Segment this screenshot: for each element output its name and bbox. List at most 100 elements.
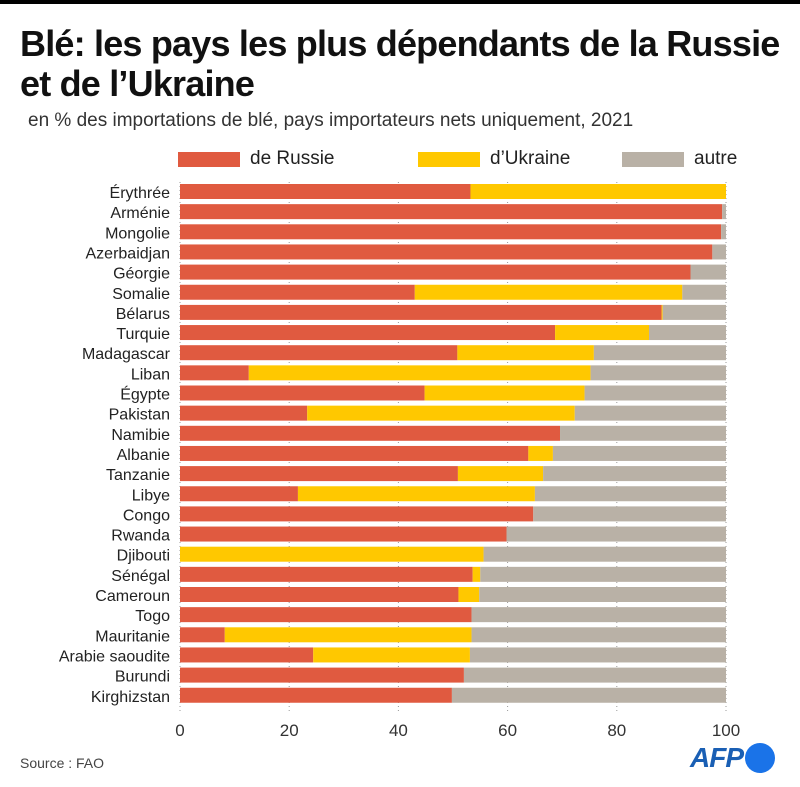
bar-segment-ukraine [313,647,470,663]
bar-segment-other [590,365,726,381]
bar-segment-ukraine [307,405,575,421]
category-label: Turquie [116,326,170,343]
bar-segment-ukraine [180,546,484,562]
category-label: Djibouti [117,548,170,565]
chart-title: Blé: les pays les plus dépendants de la … [20,23,780,104]
x-tick-label: 0 [175,721,184,740]
category-label: Togo [135,608,170,625]
bar-segment-russia [180,345,458,361]
bar-segment-russia [180,627,225,643]
source-note: Source : FAO [20,755,105,771]
category-label: Albanie [117,447,170,464]
bar-segment-ukraine [457,466,544,482]
category-label: Congo [123,507,170,524]
bar-segment-ukraine [414,284,683,300]
bar-segment-russia [180,264,691,280]
bar-segment-russia [180,184,471,199]
bar-segment-other [649,325,726,341]
bar-segment-ukraine [297,486,535,502]
category-label: Rwanda [111,528,170,545]
chart-subtitle: en % des importations de blé, pays impor… [28,110,634,131]
category-label: Pakistan [109,407,170,424]
category-label: Cameroun [95,588,170,605]
bar-segment-ukraine [470,184,726,199]
bar-segment-russia [180,365,249,381]
bar-segment-other [483,546,726,562]
category-label: Tanzanie [106,467,170,484]
bar-segment-other [584,385,726,401]
legend-swatch-other [622,151,684,167]
bar-segment-ukraine [472,566,481,582]
bar-segment-ukraine [457,345,594,361]
x-tick-label: 80 [607,721,626,740]
category-label: Madagascar [82,346,171,363]
bar-segment-other [682,284,726,300]
afp-logo-dot [745,743,775,773]
bar-segment-russia [180,506,534,522]
bar-segment-russia [180,587,459,602]
bar-segment-other [721,224,726,240]
bar-segment-other [469,647,726,663]
bar-segment-other [690,264,726,280]
category-label: Kirghizstan [91,689,170,706]
category-label: Égypte [120,385,170,404]
legend-other: autre [622,148,737,170]
bar-segment-russia [180,425,561,441]
x-tick-label: 60 [498,721,517,740]
bar-segment-other [543,466,726,482]
bar-segment-other [534,486,726,502]
category-label: Mauritanie [95,628,170,645]
bar-segment-other [506,526,726,542]
bar-segment-other [662,304,726,320]
category-label: Arabie saoudite [59,648,170,665]
legend-ukraine: d’Ukraine [418,148,570,170]
bar-segment-other [560,425,726,441]
bar-segment-ukraine [424,385,585,401]
bar-segment-ukraine [661,304,663,320]
category-label: Sénégal [111,568,170,585]
category-label: Azerbaidjan [86,245,171,262]
bar-segment-other [712,244,726,260]
bar-segment-russia [180,224,722,240]
bar-segment-russia [180,566,473,582]
bar-segment-ukraine [248,365,591,381]
category-label: Burundi [115,669,170,686]
bar-segment-russia [180,667,464,683]
afp-logo: AFP [690,742,775,774]
bar-segment-other [471,627,726,643]
bar-segment-other [480,566,726,582]
bar-segment-other [471,607,726,623]
afp-logo-text: AFP [690,742,744,773]
top-rule [0,0,800,4]
category-label: Érythrée [110,183,171,202]
bar-segment-other [479,587,726,602]
legend-russia: de Russie [178,148,335,170]
bar-segment-other [533,506,726,522]
bar-segment-russia [180,466,458,482]
bar-segment-russia [180,526,507,542]
bar-segment-other [463,667,726,683]
bar-segment-other [552,445,726,461]
legend-swatch-russia [178,151,240,167]
category-label: Bélarus [116,306,170,323]
bar-segment-russia [180,687,452,703]
bar-segment-russia [180,244,713,260]
bar-segment-ukraine [224,627,472,643]
bar-segment-russia [180,325,556,341]
bar-segment-other [574,405,726,421]
category-label: Liban [131,366,170,383]
bar-segment-russia [180,204,723,220]
x-tick-label: 40 [389,721,408,740]
bar-segment-other [451,687,726,703]
bar-segment-russia [180,445,529,461]
legend-label-russia: de Russie [250,148,335,169]
category-label: Mongolie [105,225,170,242]
bar-segment-ukraine [555,325,650,341]
x-tick-label: 100 [712,721,740,740]
category-label: Namibie [111,427,170,444]
bar-segment-russia [180,405,308,421]
bar-segment-ukraine [528,445,553,461]
bar-segment-other [722,204,726,220]
